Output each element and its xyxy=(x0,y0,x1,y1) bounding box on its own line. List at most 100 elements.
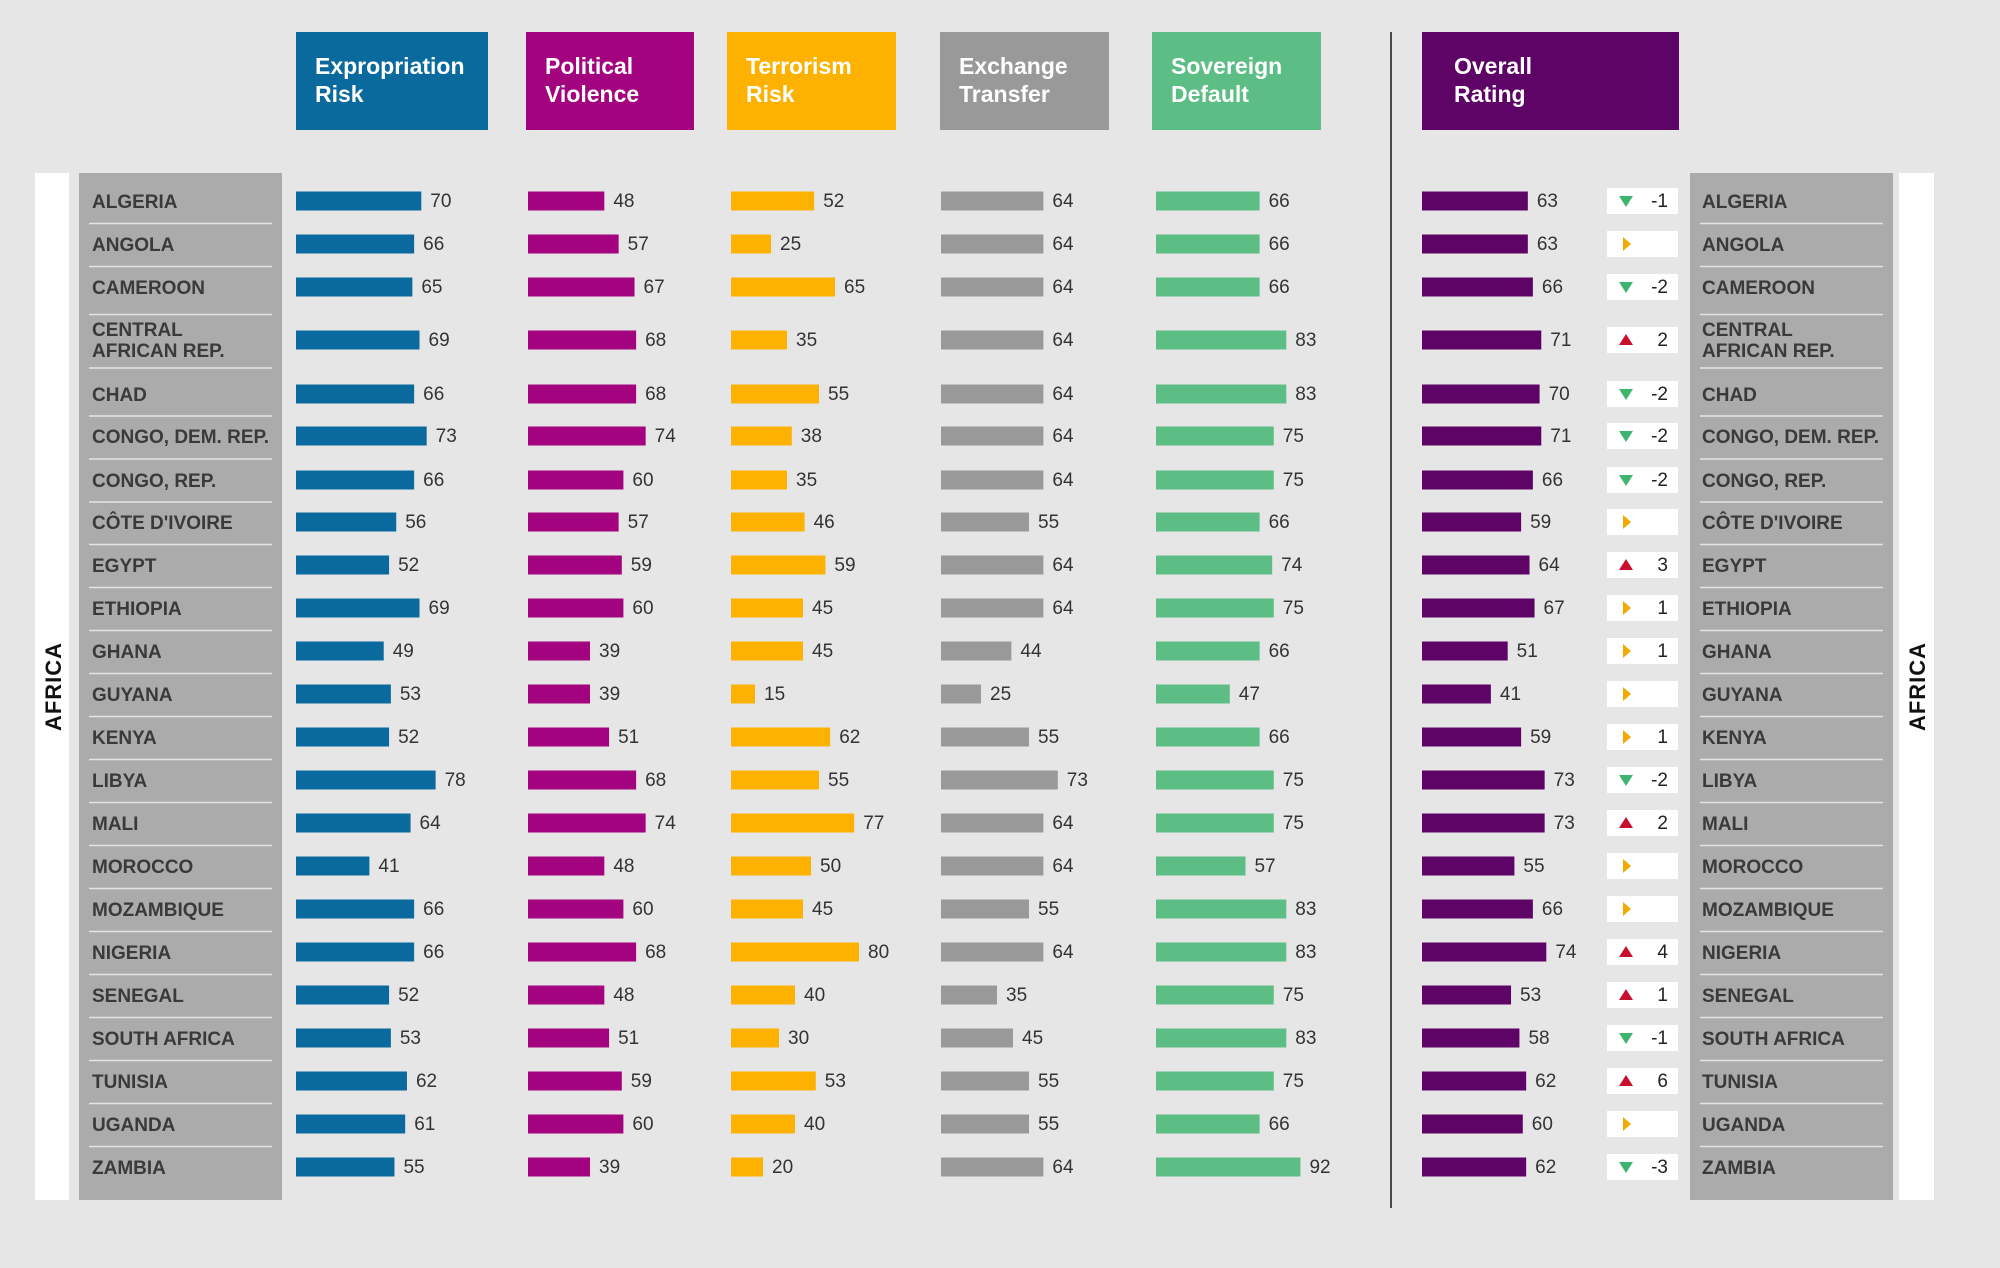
country-name-right: MALI xyxy=(1702,814,1748,835)
bar-sovereign xyxy=(1156,641,1260,661)
country-name-right: CENTRAL AFRICAN REP. xyxy=(1702,320,1835,362)
value-label-sovereign: 83 xyxy=(1295,384,1316,405)
change-box xyxy=(1607,327,1678,353)
bar-political xyxy=(528,813,646,833)
bar-expropriation xyxy=(296,1028,391,1048)
value-label-sovereign: 75 xyxy=(1283,426,1304,447)
value-label-terrorism: 80 xyxy=(868,942,889,963)
bar-sovereign xyxy=(1156,234,1260,254)
bar-expropriation xyxy=(296,770,436,790)
bar-expropriation xyxy=(296,856,370,876)
arrow-down-icon xyxy=(1619,196,1633,207)
value-label-expropriation: 69 xyxy=(429,598,450,619)
arrow-flat-icon xyxy=(1623,687,1631,701)
value-label-terrorism: 35 xyxy=(796,470,817,491)
value-label-sovereign: 75 xyxy=(1283,770,1304,791)
change-label: 3 xyxy=(1657,555,1668,576)
value-label-terrorism: 59 xyxy=(834,555,855,576)
arrow-up-icon xyxy=(1619,559,1633,570)
value-label-exchange: 44 xyxy=(1020,641,1042,662)
value-label-political: 39 xyxy=(599,684,620,705)
bar-terrorism xyxy=(731,899,803,919)
bar-political xyxy=(528,470,624,490)
bar-sovereign xyxy=(1156,470,1274,490)
change-box xyxy=(1607,552,1678,578)
bar-terrorism xyxy=(731,1157,763,1177)
country-name-left: MALI xyxy=(92,814,138,835)
country-name-left: ANGOLA xyxy=(92,235,175,256)
bar-terrorism xyxy=(731,942,859,962)
header-exchange xyxy=(940,32,1109,130)
value-label-political: 59 xyxy=(631,555,652,576)
value-label-sovereign: 92 xyxy=(1309,1157,1330,1178)
bar-political xyxy=(528,598,624,618)
bar-terrorism xyxy=(731,1071,816,1091)
bar-exchange xyxy=(941,1157,1044,1177)
bar-exchange xyxy=(941,384,1044,404)
bar-overall xyxy=(1422,727,1522,747)
change-box xyxy=(1607,767,1678,793)
value-label-terrorism: 55 xyxy=(828,770,849,791)
change-box xyxy=(1607,381,1678,407)
value-label-exchange: 55 xyxy=(1038,512,1059,533)
arrow-down-icon xyxy=(1619,475,1633,486)
value-label-terrorism: 53 xyxy=(825,1071,846,1092)
header-label-exchange: Transfer xyxy=(959,81,1050,107)
bar-overall xyxy=(1422,899,1533,919)
value-label-exchange: 64 xyxy=(1052,555,1074,576)
country-name-left: ALGERIA xyxy=(92,192,178,213)
bar-terrorism xyxy=(731,191,815,211)
bar-expropriation xyxy=(296,727,390,747)
bar-expropriation xyxy=(296,1114,406,1134)
value-label-expropriation: 49 xyxy=(393,641,414,662)
bar-terrorism xyxy=(731,426,792,446)
header-label-expropriation: Expropriation xyxy=(315,53,465,79)
value-label-sovereign: 66 xyxy=(1269,191,1290,212)
bar-political xyxy=(528,1114,624,1134)
bar-overall xyxy=(1422,856,1515,876)
bar-political xyxy=(528,985,605,1005)
bar-exchange xyxy=(941,899,1029,919)
bar-exchange xyxy=(941,684,981,704)
bar-exchange xyxy=(941,598,1044,618)
bar-sovereign xyxy=(1156,555,1273,575)
header-expropriation xyxy=(296,32,488,130)
value-label-sovereign: 83 xyxy=(1295,899,1316,920)
bar-expropriation xyxy=(296,1157,395,1177)
header-label-terrorism: Terrorism xyxy=(746,53,852,79)
value-label-terrorism: 46 xyxy=(814,512,835,533)
value-label-expropriation: 52 xyxy=(398,727,419,748)
value-label-sovereign: 57 xyxy=(1254,856,1275,877)
bar-terrorism xyxy=(731,384,819,404)
bar-exchange xyxy=(941,641,1012,661)
arrow-up-icon xyxy=(1619,817,1633,828)
bar-terrorism xyxy=(731,684,755,704)
change-box xyxy=(1607,853,1678,879)
value-label-exchange: 64 xyxy=(1052,330,1074,351)
value-label-political: 39 xyxy=(599,641,620,662)
value-label-terrorism: 20 xyxy=(772,1157,793,1178)
header-label-sovereign: Default xyxy=(1171,81,1249,107)
value-label-terrorism: 38 xyxy=(801,426,822,447)
value-label-overall: 73 xyxy=(1554,770,1575,791)
bar-expropriation xyxy=(296,555,390,575)
bar-sovereign xyxy=(1156,330,1287,350)
bar-political xyxy=(528,770,637,790)
change-label: 4 xyxy=(1657,942,1668,963)
change-label: -1 xyxy=(1651,191,1668,212)
change-label: 1 xyxy=(1657,641,1668,662)
value-label-exchange: 64 xyxy=(1052,277,1074,298)
bar-expropriation xyxy=(296,191,422,211)
bar-political xyxy=(528,426,646,446)
bar-terrorism xyxy=(731,1114,795,1134)
arrow-up-icon xyxy=(1619,334,1633,345)
bar-expropriation xyxy=(296,1071,407,1091)
value-label-political: 60 xyxy=(632,598,653,619)
value-label-exchange: 25 xyxy=(990,684,1011,705)
bar-sovereign xyxy=(1156,899,1287,919)
change-box xyxy=(1607,724,1678,750)
value-label-political: 39 xyxy=(599,1157,620,1178)
bar-expropriation xyxy=(296,942,415,962)
value-label-terrorism: 45 xyxy=(812,899,833,920)
country-name-left: CHAD xyxy=(92,385,147,406)
